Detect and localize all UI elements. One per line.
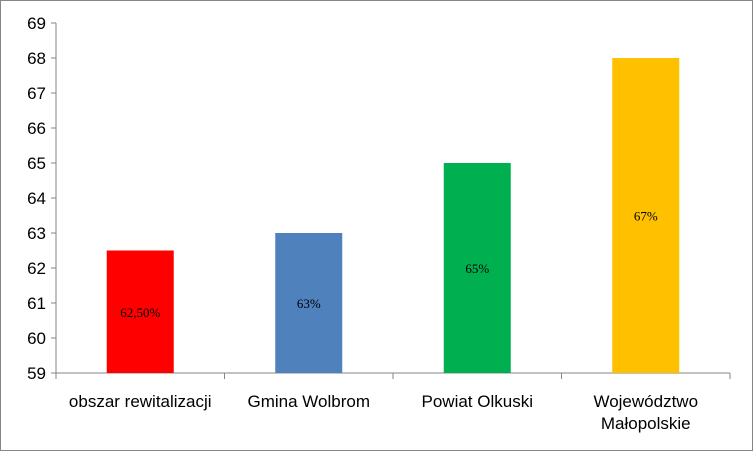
data-label-0: 62,50% bbox=[120, 305, 160, 320]
y-tick-label: 67 bbox=[27, 84, 46, 103]
category-label-line: Powiat Olkuski bbox=[422, 392, 533, 411]
category-label-line: Małopolskie bbox=[601, 414, 691, 433]
category-label-line: Gmina Wolbrom bbox=[248, 392, 371, 411]
y-tick-label: 62 bbox=[27, 259, 46, 278]
y-tick-label: 69 bbox=[27, 14, 46, 33]
category-label-2: Powiat Olkuski bbox=[422, 392, 533, 411]
category-label-line: Województwo bbox=[593, 392, 698, 411]
category-label-0: obszar rewitalizacji bbox=[69, 392, 212, 411]
y-tick-label: 64 bbox=[27, 189, 46, 208]
data-label-1: 63% bbox=[297, 296, 321, 311]
category-label-1: Gmina Wolbrom bbox=[248, 392, 371, 411]
y-tick-label: 61 bbox=[27, 294, 46, 313]
y-tick-label: 65 bbox=[27, 154, 46, 173]
category-label-line: obszar rewitalizacji bbox=[69, 392, 212, 411]
y-tick-label: 66 bbox=[27, 119, 46, 138]
bar-2 bbox=[443, 163, 511, 373]
bar-3 bbox=[612, 58, 680, 373]
bar-1 bbox=[275, 233, 343, 373]
y-tick-label: 68 bbox=[27, 49, 46, 68]
y-tick-label: 63 bbox=[27, 224, 46, 243]
category-label-3: Województwo Małopolskie bbox=[593, 392, 698, 433]
y-tick-label: 59 bbox=[27, 364, 46, 383]
y-tick-label: 60 bbox=[27, 329, 46, 348]
data-label-3: 67% bbox=[634, 209, 658, 224]
data-label-2: 65% bbox=[465, 261, 489, 276]
bar-0 bbox=[106, 250, 174, 373]
